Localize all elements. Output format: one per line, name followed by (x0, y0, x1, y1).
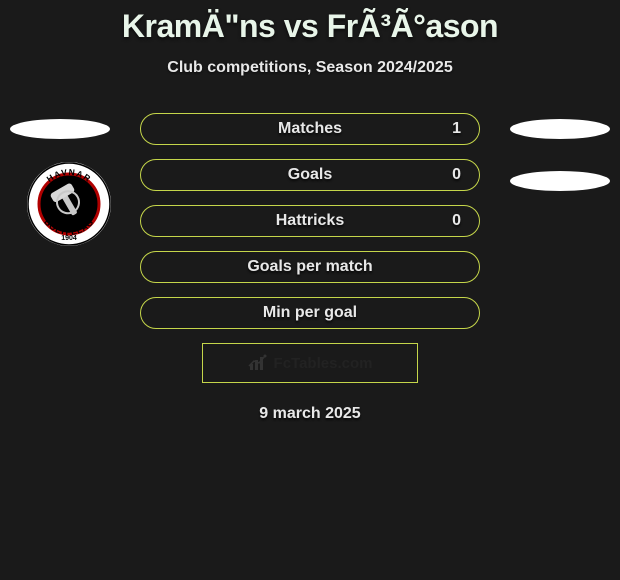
stat-row-hattricks: Hattricks 0 (140, 205, 480, 237)
stat-label: Min per goal (263, 304, 357, 322)
stat-value: 1 (452, 120, 461, 138)
stat-row-min-per-goal: Min per goal (140, 297, 480, 329)
player-left-ellipse (10, 119, 110, 139)
stat-label: Goals (288, 166, 332, 184)
badge-year: 1904 (61, 235, 77, 242)
stat-label: Matches (278, 120, 342, 138)
stat-row-goals: Goals 0 (140, 159, 480, 191)
club-badge: HAVNAR BÓLTFELAG 1904 (26, 161, 112, 247)
stat-row-matches: Matches 1 (140, 113, 480, 145)
date: 9 march 2025 (0, 405, 620, 423)
player-right-ellipse-2 (510, 171, 610, 191)
stat-rows: Matches 1 Goals 0 Hattricks 0 Goals per … (140, 113, 480, 329)
stats-area: HAVNAR BÓLTFELAG 1904 Matches 1 Goals 0 … (0, 113, 620, 423)
player-right-ellipse-1 (510, 119, 610, 139)
subtitle: Club competitions, Season 2024/2025 (0, 59, 620, 77)
brand-box[interactable]: FcTables.com (202, 343, 418, 383)
stat-label: Hattricks (276, 212, 344, 230)
stat-row-goals-per-match: Goals per match (140, 251, 480, 283)
stat-value: 0 (452, 166, 461, 184)
page-title: KramÄ"ns vs FrÃ³Ã°ason (0, 0, 620, 45)
brand-text: FcTables.com (274, 355, 373, 372)
stat-label: Goals per match (247, 258, 372, 276)
stat-value: 0 (452, 212, 461, 230)
chart-icon (248, 354, 270, 372)
